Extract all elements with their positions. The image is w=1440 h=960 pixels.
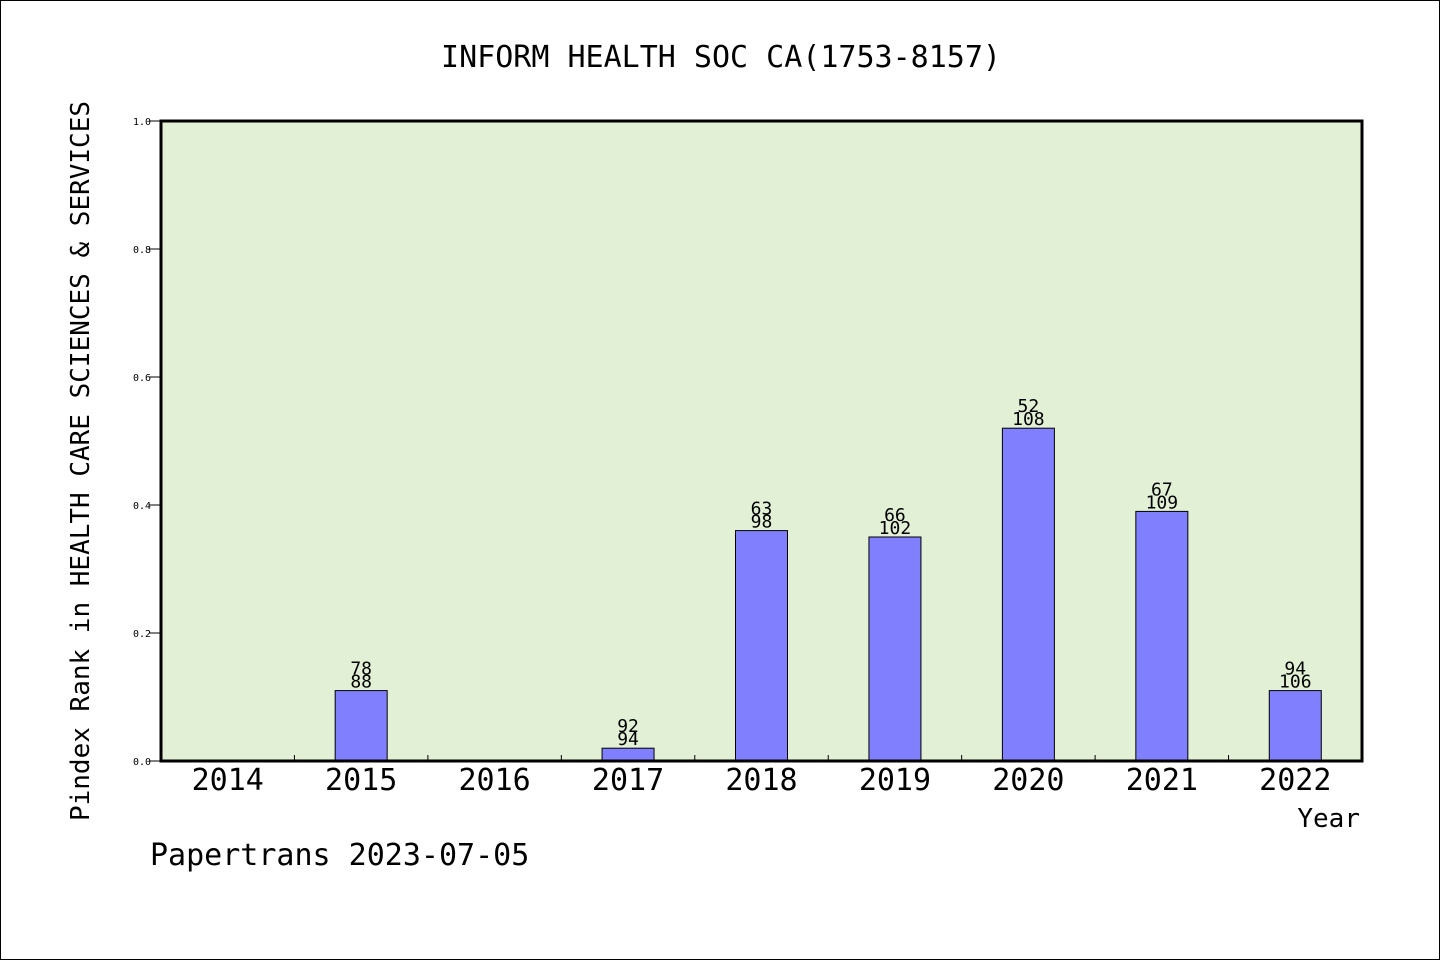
- bar: [1136, 511, 1188, 761]
- x-axis-label: Year: [1297, 804, 1360, 834]
- y-tick-label: 0.0: [133, 757, 151, 768]
- bar-total-label: 106: [1279, 672, 1312, 693]
- y-axis: 0.0 0.2 0.4 0.6 0.8 1.0: [133, 117, 161, 768]
- y-tick-label: 1.0: [133, 117, 151, 128]
- bar: [736, 531, 788, 761]
- chart-title: INFORM HEALTH SOC CA(1753-8157): [441, 40, 1001, 75]
- x-tick-label: 2015: [325, 763, 397, 798]
- bar-total-label: 98: [751, 512, 773, 533]
- x-tick-label: 2019: [859, 763, 931, 798]
- bar: [1002, 428, 1054, 761]
- x-tick-label: 2022: [1259, 763, 1331, 798]
- y-axis-label: Pindex Rank in HEALTH CARE SCIENCES & SE…: [66, 101, 96, 821]
- x-tick-label: 2018: [725, 763, 797, 798]
- x-tick-label: 2016: [458, 763, 530, 798]
- x-tick-label: 2014: [192, 763, 264, 798]
- y-tick-label: 0.6: [133, 373, 151, 384]
- y-tick-label: 0.8: [133, 245, 151, 256]
- bar: [1269, 691, 1321, 761]
- chart-frame: INFORM HEALTH SOC CA(1753-8157) 78 88 92 94…: [0, 0, 1440, 960]
- y-tick-label: 0.4: [133, 501, 151, 512]
- x-tick-label: 2021: [1126, 763, 1198, 798]
- bar-total-label: 94: [617, 729, 639, 750]
- bar: [335, 691, 387, 761]
- x-tick-label: 2017: [592, 763, 664, 798]
- bar: [869, 537, 921, 761]
- chart-svg: INFORM HEALTH SOC CA(1753-8157) 78889294…: [1, 1, 1440, 960]
- y-tick-label: 0.2: [133, 629, 151, 640]
- footer-credit: Papertrans 2023-07-05: [150, 838, 529, 873]
- bar-total-label: 102: [879, 518, 912, 539]
- x-tick-label: 2020: [992, 763, 1064, 798]
- bar-total-label: 109: [1146, 492, 1179, 513]
- bar-total-label: 88: [350, 672, 372, 693]
- bar-total-label: 108: [1012, 409, 1045, 430]
